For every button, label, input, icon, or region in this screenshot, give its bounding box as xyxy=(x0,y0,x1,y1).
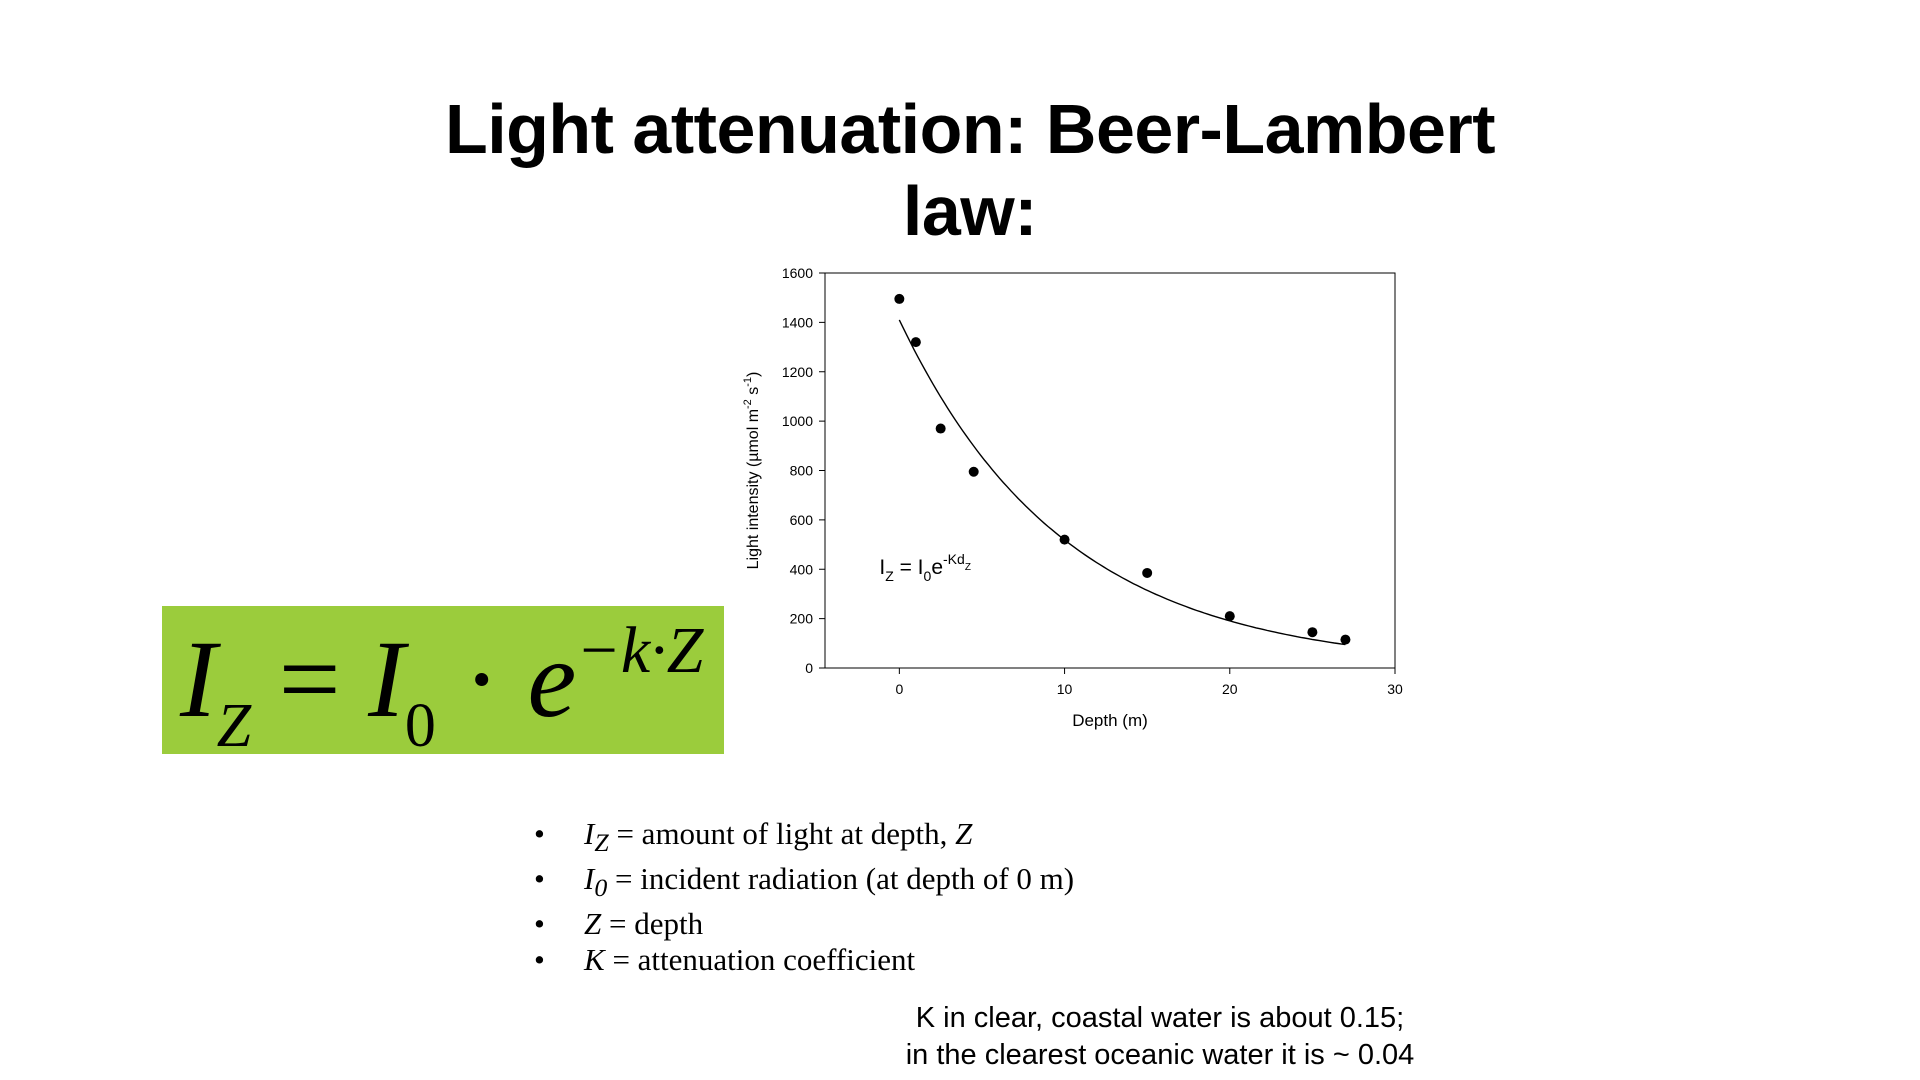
formula-equals: = xyxy=(278,618,341,740)
y-tick-label: 800 xyxy=(790,463,814,479)
def-var: Z xyxy=(584,906,602,942)
def-text: = amount of light at depth, xyxy=(616,816,956,851)
y-tick-label: 600 xyxy=(790,512,814,528)
equation-annotation: IZ = I0e-KdZ xyxy=(879,551,971,584)
beer-lambert-formula: IZ = I0 · e−k·Z xyxy=(180,614,703,760)
definitions-list: IZ = amount of light at depth, Z I0 = in… xyxy=(534,816,1074,978)
formula-exponent: −k·Z xyxy=(576,614,704,687)
formula-i0-sub: 0 xyxy=(404,692,436,760)
def-text: = incident radiation (at depth of 0 m) xyxy=(615,861,1075,897)
data-point xyxy=(1059,534,1070,545)
def-text: = depth xyxy=(609,906,704,942)
note-line-2: in the clearest oceanic water it is ~ 0.… xyxy=(905,1039,1415,1071)
data-point xyxy=(1307,627,1318,638)
definition-item: I0 = incident radiation (at depth of 0 m… xyxy=(534,861,1074,906)
data-point xyxy=(968,466,979,477)
y-tick-label: 1400 xyxy=(782,314,813,330)
formula-lhs-var: I xyxy=(180,618,217,740)
plot-frame xyxy=(824,272,1396,669)
data-point xyxy=(894,293,905,304)
y-tick-label: 1600 xyxy=(782,265,813,281)
x-axis-label: Depth (m) xyxy=(1072,711,1148,730)
definition-item: IZ = amount of light at depth, Z xyxy=(534,816,1074,861)
data-point xyxy=(1340,634,1351,645)
def-text: = attenuation coefficient xyxy=(612,942,916,978)
formula-lhs-sub: Z xyxy=(216,692,252,760)
data-point xyxy=(935,423,946,434)
formula-i0-var: I xyxy=(368,618,405,740)
definition-item: Z = depth xyxy=(534,906,1074,942)
attenuation-note: K in clear, coastal water is about 0.15;… xyxy=(870,1000,1450,1074)
formula-base: e xyxy=(527,618,577,740)
x-tick-label: 0 xyxy=(895,681,903,697)
def-sub: 0 xyxy=(594,873,608,903)
def-var: I xyxy=(584,861,595,897)
note-line-1: K in clear, coastal water is about 0.15; xyxy=(915,1002,1405,1034)
y-axis-label: Light intensity (µmol m-2 s-1) xyxy=(742,372,762,570)
y-tick-label: 1200 xyxy=(782,364,813,380)
formula-box: IZ = I0 · e−k·Z xyxy=(162,606,724,760)
x-tick-label: 20 xyxy=(1222,681,1238,697)
data-point xyxy=(910,337,921,348)
data-point xyxy=(1224,611,1235,622)
def-sub: Z xyxy=(594,828,609,858)
definition-item: K = attenuation coefficient xyxy=(534,942,1074,978)
slide-title: Light attenuation: Beer-Lambert law: xyxy=(444,90,1496,250)
def-tail: Z xyxy=(955,816,973,851)
y-tick-label: 1000 xyxy=(782,413,813,429)
y-tick-label: 400 xyxy=(790,561,814,577)
y-tick-label: 0 xyxy=(805,660,813,676)
def-var: I xyxy=(584,816,595,851)
formula-dot: · xyxy=(463,618,500,740)
data-point xyxy=(1142,567,1153,578)
x-tick-label: 30 xyxy=(1387,681,1403,697)
def-var: K xyxy=(584,942,605,978)
light-attenuation-chart: 0 200 400 600 800 1000 1200 1400 1600 0 10 20 30 Dept… xyxy=(742,265,1403,730)
x-tick-label: 10 xyxy=(1057,681,1073,697)
fit-curve xyxy=(898,319,1346,646)
y-tick-label: 200 xyxy=(790,611,814,627)
